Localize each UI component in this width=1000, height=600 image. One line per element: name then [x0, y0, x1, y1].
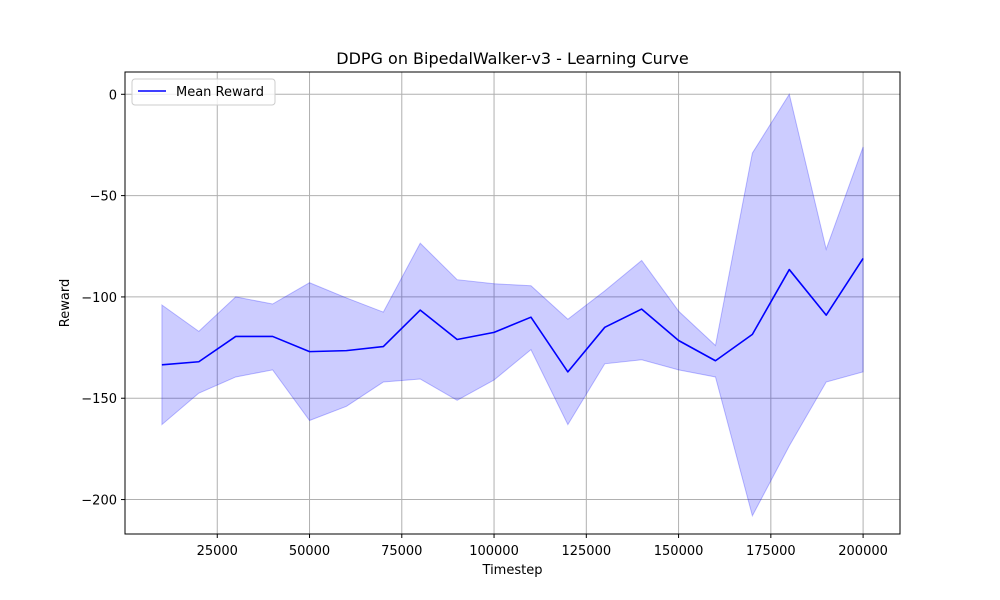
legend-box — [131, 78, 276, 106]
y-tick-label: −100 — [81, 291, 117, 306]
x-tick-label: 100000 — [469, 544, 519, 559]
x-tick-label: 200000 — [838, 544, 888, 559]
x-tick-label: 175000 — [746, 544, 796, 559]
legend: Mean Reward — [131, 78, 276, 106]
y-axis-label: Reward — [58, 279, 73, 327]
y-tick-label: −150 — [81, 392, 117, 407]
x-axis-label: Timestep — [482, 563, 543, 578]
x-tick-label: 75000 — [381, 544, 422, 559]
x-tick-label: 150000 — [654, 544, 704, 559]
x-tick-label: 50000 — [289, 544, 330, 559]
x-tick-label: 125000 — [561, 544, 611, 559]
y-tick-label: −200 — [81, 494, 117, 509]
y-axis: 0 −50 −100 −150 −200 — [81, 88, 125, 509]
band-layer — [161, 93, 864, 518]
series-line-mean-reward — [161, 257, 864, 373]
y-tick-label: 0 — [109, 88, 117, 103]
plot-frame — [124, 71, 901, 535]
chart-title: DDPG on BipedalWalker-v3 - Learning Curv… — [336, 49, 688, 68]
reward-std-band — [161, 93, 864, 518]
x-tick-label: 25000 — [197, 544, 238, 559]
legend-label-mean-reward: Mean Reward — [176, 85, 264, 100]
y-tick-label: −50 — [90, 190, 117, 205]
x-axis: 25000 50000 75000 100000 125000 150000 175000 2… — [197, 534, 888, 559]
line-layer — [161, 257, 864, 373]
